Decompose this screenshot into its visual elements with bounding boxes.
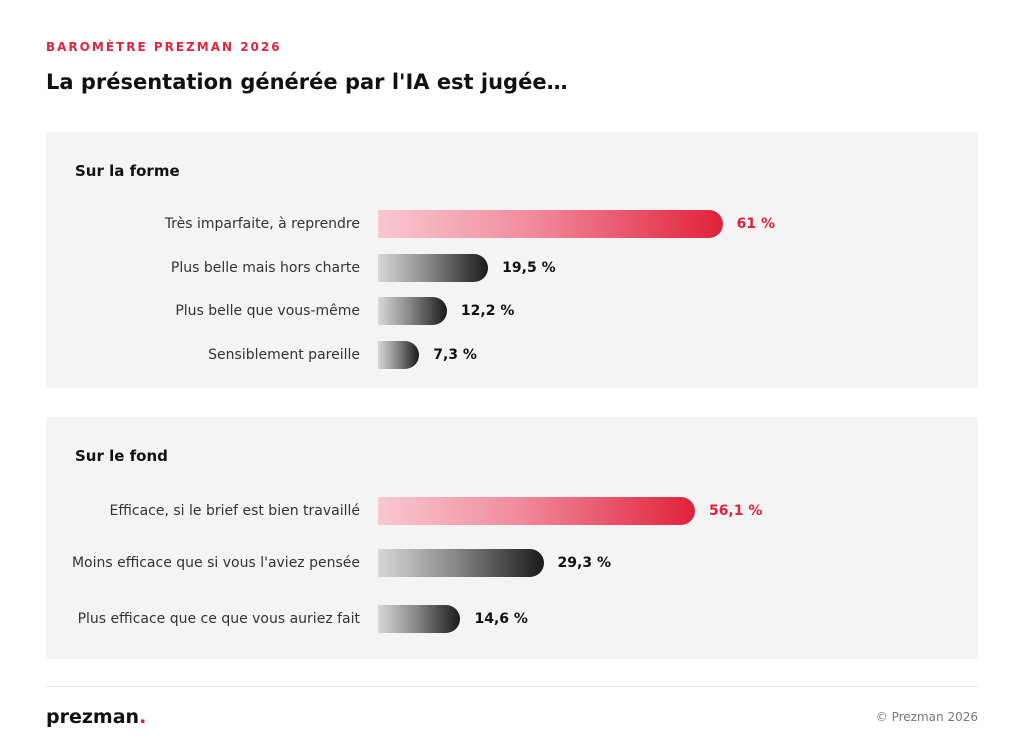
- bar-row: Plus belle que vous-même 12,2 %: [46, 289, 978, 333]
- bar-value-label: 7,3 %: [433, 347, 477, 363]
- bar-value-label: 12,2 %: [460, 303, 515, 319]
- kicker: BAROMÈTRE PREZMAN 2026: [46, 40, 282, 54]
- logo: prezman.: [46, 706, 146, 728]
- bar-value-label: 14,6 %: [474, 611, 528, 627]
- bar-category-label: Plus belle mais hors charte: [170, 259, 360, 276]
- bar: [378, 297, 447, 325]
- section-title-forme: Sur la forme: [75, 162, 180, 180]
- bar-row: Plus efficace que ce que vous auriez fai…: [46, 591, 978, 647]
- bar-value-label: 29,3 %: [557, 555, 611, 571]
- bar: [378, 253, 489, 282]
- bar-value-label: 61 %: [736, 216, 776, 232]
- logo-dot: .: [139, 706, 147, 728]
- bar-row: Sensiblement pareille 7,3 %: [46, 333, 978, 377]
- bar-category-label: Plus belle que vous-même: [175, 303, 360, 319]
- footer-divider: [46, 686, 978, 687]
- panel-forme: Sur la forme Très imparfaite, à reprendr…: [46, 132, 978, 388]
- bar-row: Efficace, si le brief est bien travaillé…: [46, 487, 978, 535]
- bar: [378, 210, 723, 238]
- bar-category-label: Efficace, si le brief est bien travaillé: [109, 503, 360, 519]
- bar-row: Plus belle mais hors charte 19,5 %: [46, 246, 978, 289]
- page-title: La présentation générée par l'IA est jug…: [46, 70, 568, 94]
- bar: [378, 549, 544, 577]
- section-title-fond: Sur le fond: [75, 447, 168, 465]
- bar-value-label: 56,1 %: [708, 503, 763, 519]
- bar: [378, 605, 461, 633]
- panel-fond: Sur le fond Efficace, si le brief est bi…: [46, 417, 978, 659]
- logo-text: prezman: [46, 706, 140, 728]
- bar-row: Très imparfaite, à reprendre 61 %: [46, 202, 978, 246]
- bar: [378, 497, 695, 525]
- bar-category-label: Plus efficace que ce que vous auriez fai…: [77, 611, 360, 627]
- bar-value-label: 19,5 %: [502, 259, 556, 276]
- bar-category-label: Moins efficace que si vous l'aviez pensé…: [71, 555, 360, 571]
- bar-category-label: Très imparfaite, à reprendre: [164, 216, 360, 232]
- bar: [378, 341, 420, 369]
- copyright: © Prezman 2026: [875, 710, 978, 724]
- bar-category-label: Sensiblement pareille: [208, 347, 360, 363]
- bar-row: Moins efficace que si vous l'aviez pensé…: [46, 535, 978, 591]
